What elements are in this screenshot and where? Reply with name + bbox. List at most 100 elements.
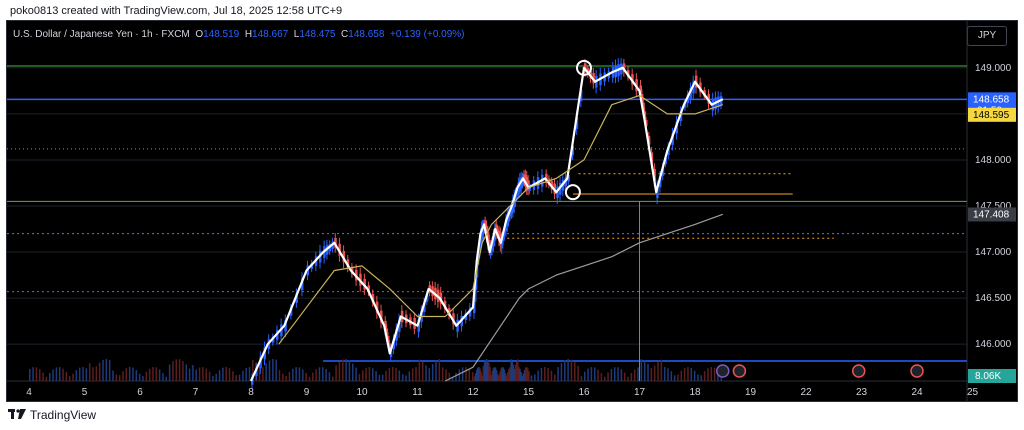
volume-bar [501, 367, 503, 381]
candle-body [683, 101, 687, 108]
volume-bar [52, 369, 54, 381]
volume-bar [145, 371, 148, 381]
volume-bar [544, 367, 546, 381]
x-tick-label: 18 [689, 387, 701, 398]
chart-panel[interactable]: U.S. Dollar / Japanese Yen · 1h · FXCM O… [6, 20, 1018, 402]
volume-bar [115, 374, 118, 381]
volume-bar [112, 370, 114, 381]
volume-bar [312, 372, 314, 381]
volume-bar [677, 374, 679, 381]
volume-bar [335, 365, 337, 381]
volume-bar [511, 361, 513, 381]
volume-bar [32, 367, 34, 381]
volume-bar [302, 369, 304, 381]
volume-bar [495, 370, 498, 381]
candle-body [417, 319, 420, 332]
x-tick-label: 22 [800, 387, 812, 398]
volume-bar [508, 368, 510, 381]
volume-bar [425, 365, 427, 381]
volume-bar [713, 367, 716, 381]
volume-bar [92, 367, 94, 381]
volume-bar [613, 367, 616, 381]
candle-body [489, 248, 493, 256]
candle-body [473, 289, 477, 302]
candle-body [423, 302, 426, 313]
candle-body [671, 133, 674, 145]
x-tick-label: 6 [137, 387, 143, 398]
y-tick-label: 149.000 [975, 63, 1012, 74]
volume-bar [488, 362, 490, 381]
volume-bar [448, 372, 451, 381]
volume-bar [597, 369, 599, 381]
y-tick-label: 146.500 [975, 293, 1012, 304]
y-tick-label: 146.000 [975, 339, 1012, 350]
volume-bar [680, 370, 683, 381]
candle-body [686, 94, 690, 104]
volume-bar [570, 359, 573, 381]
volume-bar [534, 374, 536, 381]
candle-body [643, 111, 647, 119]
volume-bar [401, 374, 404, 381]
volume-bar [232, 371, 234, 381]
candle-body [392, 339, 396, 350]
x-tick-label: 10 [356, 387, 368, 398]
volume-bar [165, 376, 168, 381]
event-flag-icon [910, 364, 924, 378]
candle-body [367, 285, 371, 293]
ma-long-line [445, 213, 724, 382]
volume-bar [198, 367, 201, 381]
candle-body [658, 176, 662, 188]
volume-bar [667, 368, 669, 381]
volume-bar [318, 367, 321, 381]
volume-bar [225, 367, 227, 381]
candle-body [474, 278, 478, 290]
candle-body [284, 320, 287, 332]
volume-bar [490, 374, 492, 381]
volume-bar [58, 367, 61, 381]
volume-bar [710, 367, 713, 381]
candle-body [484, 220, 487, 229]
volume-bar [697, 374, 699, 381]
volume-bar [428, 368, 431, 381]
volume-bar [288, 371, 291, 381]
volume-bar [518, 367, 520, 381]
volume-bar [192, 365, 194, 381]
volume-bar [85, 368, 88, 381]
volume-bar [188, 368, 191, 381]
x-tick-label: 7 [193, 387, 199, 398]
candle-body [653, 169, 656, 181]
volume-bar [411, 368, 414, 381]
markers [564, 59, 924, 378]
candle-body [661, 167, 665, 176]
volume-bar [162, 373, 164, 381]
low-label: L [293, 29, 300, 40]
volume-bar [494, 367, 497, 381]
volume-bar [408, 371, 411, 381]
volume-bar [663, 367, 666, 381]
volume-bar [482, 366, 485, 381]
volume-bar [554, 374, 556, 381]
volume-bar [345, 359, 347, 381]
candle-body [388, 343, 391, 350]
change-value: +0.139 (+0.09%) [390, 29, 465, 40]
volume-bar [305, 372, 307, 381]
candle-body [689, 87, 692, 99]
volume-bar [395, 367, 397, 381]
volume-bar [610, 369, 613, 381]
volume-bar [222, 367, 224, 381]
volume-bar [435, 360, 437, 381]
candle-body [516, 188, 519, 196]
volume-bar [540, 367, 543, 381]
volume-bar [564, 360, 566, 381]
volume-bar [633, 369, 636, 381]
candle-body [478, 242, 482, 253]
volume-bar [268, 360, 271, 381]
candle-body [375, 301, 379, 314]
volume-bar [415, 367, 417, 381]
volume-bar [355, 367, 357, 381]
footer-brand: TradingView [30, 408, 97, 422]
volume-bar [218, 370, 221, 381]
volume-bar [505, 376, 508, 381]
attribution-text: poko0813 created with TradingView.com, J… [10, 5, 343, 17]
volume-bar [683, 367, 686, 381]
